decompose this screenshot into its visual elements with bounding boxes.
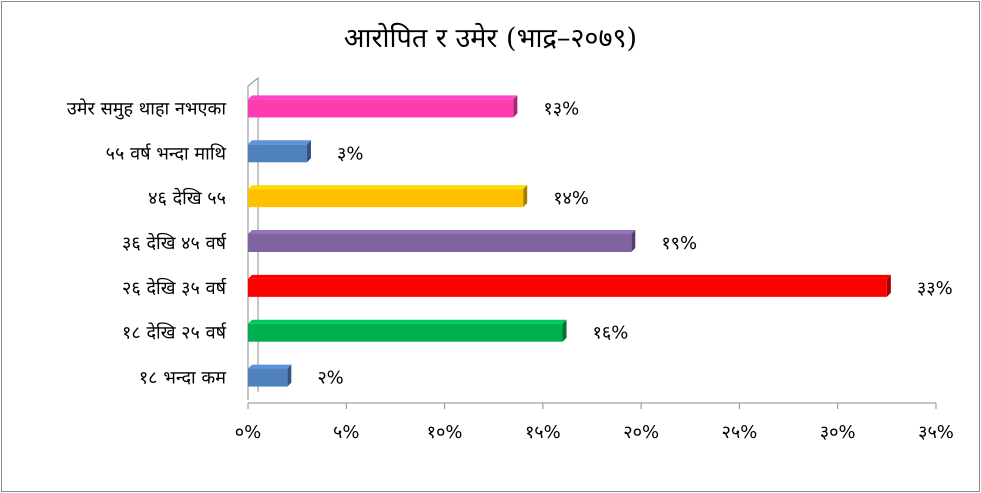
bar <box>248 185 528 208</box>
bar-end-face <box>562 319 567 342</box>
bar-top-face <box>248 95 518 100</box>
bar-end-face <box>523 185 528 208</box>
bar-end-face <box>287 364 292 387</box>
bar <box>248 230 636 252</box>
bar-front-face <box>248 323 563 342</box>
category-label: ५५ वर्ष भन्दा माथि <box>106 142 227 164</box>
bar <box>248 319 567 342</box>
data-label: १६% <box>593 323 629 344</box>
chart-title: आरोपित र उमेर (भाद्र–२०७९) <box>343 23 638 54</box>
bar-top-face <box>248 185 528 190</box>
bar <box>248 364 292 387</box>
category-label: १८ भन्दा कम <box>139 368 227 389</box>
category-label: १८ देखि २५ वर्ष <box>122 322 227 344</box>
bar-end-face <box>306 140 311 163</box>
category-label: ४६ देखि ५५ <box>148 187 226 209</box>
bar-front-face <box>248 189 524 208</box>
data-label: ३% <box>337 143 363 164</box>
bar-front-face <box>248 234 632 252</box>
x-tick-label: १५% <box>525 422 561 443</box>
bar-end-face <box>631 230 636 252</box>
x-tick-label: ०% <box>235 422 261 443</box>
bar <box>248 274 891 297</box>
bar-end-face <box>513 95 518 118</box>
bar-end-face <box>886 274 891 297</box>
x-tick-label: २५% <box>722 422 758 443</box>
bar-top-face <box>248 274 891 279</box>
category-label: ३६ देखि ४५ वर्ष <box>122 232 227 254</box>
bar-front-face <box>248 368 288 387</box>
bar-top-face <box>248 140 311 145</box>
bar-front-face <box>248 99 514 118</box>
data-label: १४% <box>553 188 589 209</box>
bar <box>248 140 311 163</box>
bar-top-face <box>248 319 567 324</box>
x-tick-label: १०% <box>427 422 463 443</box>
bar-front-face <box>248 144 307 163</box>
x-tick-label: ३०% <box>820 422 856 443</box>
category-label: २६ देखि ३५ वर्ष <box>122 277 227 299</box>
data-label: १९% <box>661 233 697 254</box>
bar-front-face <box>248 278 887 297</box>
x-tick-label: ५% <box>333 422 359 443</box>
category-label: उमेर समुह थाहा नभएका <box>67 97 226 119</box>
data-label: ३३% <box>917 278 953 299</box>
bar-top-face <box>248 364 292 369</box>
bar-top-face <box>248 230 636 234</box>
bar <box>248 95 518 118</box>
x-tick-label: २०% <box>623 422 659 443</box>
data-label: १३% <box>543 98 579 119</box>
x-tick-label: ३५% <box>918 422 954 443</box>
data-label: २% <box>317 368 343 389</box>
